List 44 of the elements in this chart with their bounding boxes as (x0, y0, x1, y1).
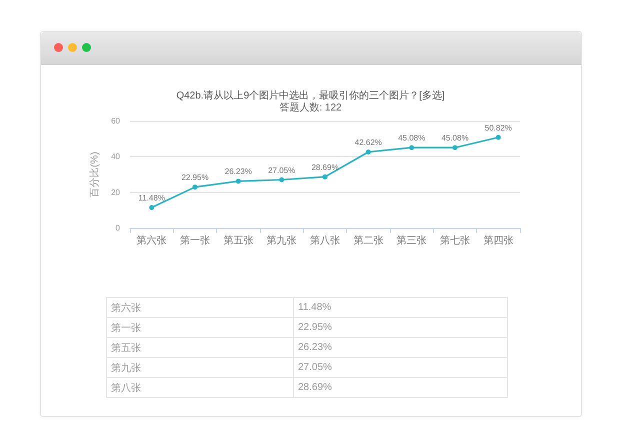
y-tick-label: 40 (111, 152, 121, 162)
category-label: 第九张 (106, 358, 294, 378)
data-label: 27.05% (268, 166, 296, 175)
data-label: 11.48% (138, 194, 165, 203)
chart-title: Q42b.请从以上9个图片中选出，最吸引你的三个图片？[多选] (176, 90, 445, 102)
x-tick-label: 第五张 (223, 234, 254, 246)
text: 26.23% (298, 342, 332, 353)
x-tick-label: 第一张 (180, 234, 210, 246)
point (192, 184, 198, 190)
category-label: 第五张 (106, 338, 294, 358)
x-tick-label: 第二张 (353, 234, 384, 246)
y-tick-label: 60 (111, 116, 121, 126)
data-label: 22.95% (181, 173, 209, 182)
y-tick-label: 20 (111, 188, 121, 197)
x-tick-label: 第四张 (483, 234, 514, 246)
y-tick-label: 0 (116, 224, 121, 232)
x-tick-label: 第六张 (136, 234, 167, 246)
category-label: 第一张 (106, 318, 294, 338)
text: 27.05% (298, 362, 332, 373)
point (366, 149, 371, 154)
point (236, 178, 241, 184)
data-label: 50.82% (484, 123, 512, 132)
data-label: 45.08% (441, 134, 469, 143)
text: 22.95% (298, 322, 332, 333)
data-label: 28.69% (311, 162, 339, 172)
point (409, 145, 414, 150)
point (149, 205, 154, 210)
x-tick-label: 第八张 (310, 234, 340, 246)
y-axis-title: 百分比(%) (88, 152, 101, 198)
x-tick-label: 第三张 (396, 234, 427, 246)
text: 28.69% (298, 382, 332, 393)
x-tick-label: 第九张 (266, 234, 297, 246)
point (279, 177, 284, 182)
category-label: 第八张 (106, 378, 294, 398)
data-label: 26.23% (224, 167, 252, 176)
text: 11.48% (298, 302, 332, 313)
point (452, 145, 458, 150)
category-label: 第六张 (106, 298, 294, 318)
data-label: 42.62% (354, 138, 382, 147)
chart-subtitle: 答题人数: 122 (279, 102, 342, 114)
point (496, 134, 501, 140)
x-tick-label: 第七张 (440, 234, 470, 246)
point (322, 174, 328, 180)
data-label: 45.08% (398, 134, 426, 143)
